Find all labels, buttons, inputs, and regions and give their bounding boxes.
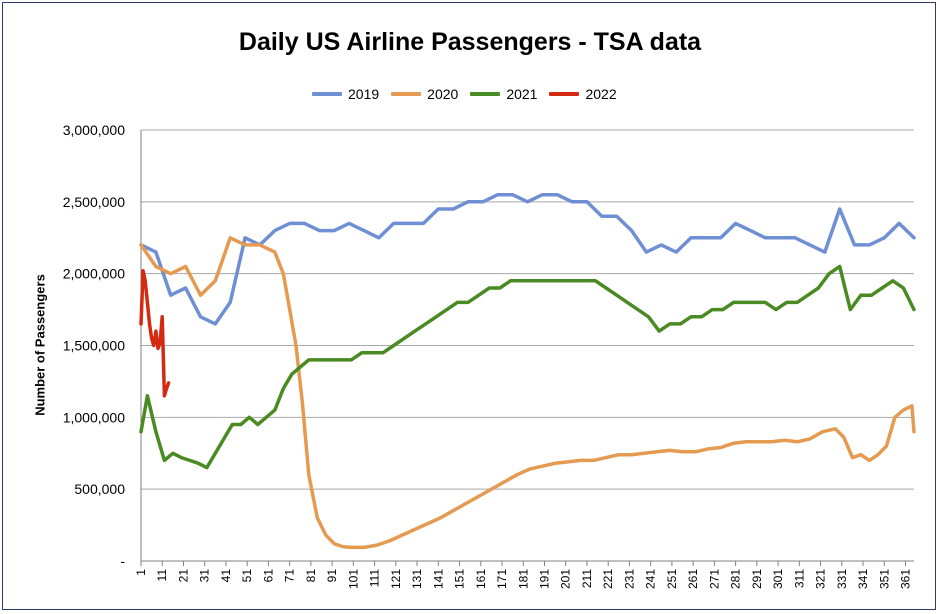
x-tick-label: 221 <box>601 569 615 589</box>
x-tick-label: 71 <box>283 569 297 583</box>
x-tick-label: 251 <box>665 569 679 589</box>
legend-label: 2020 <box>427 86 459 102</box>
y-tick-label: 3,000,000 <box>63 122 125 138</box>
y-tick-label: - <box>120 553 125 569</box>
x-tick-label: 211 <box>580 569 594 588</box>
series-line-2021 <box>139 264 916 470</box>
legend-swatch <box>549 92 580 96</box>
x-tick-label: 191 <box>537 569 551 589</box>
x-tick-label: 301 <box>771 569 785 589</box>
x-tick-label: 41 <box>219 569 233 583</box>
x-tick-label: 241 <box>644 569 658 589</box>
series-line-2020 <box>139 236 916 550</box>
x-tick-label: 321 <box>814 569 828 589</box>
legend-item-2019: 2019 <box>312 86 379 102</box>
x-tick-label: 331 <box>835 569 849 589</box>
legend-label: 2019 <box>348 86 380 102</box>
x-tick-label: 31 <box>198 569 212 583</box>
legend-label: 2021 <box>506 86 538 102</box>
x-tick-label: 271 <box>707 569 721 589</box>
y-tick-label: 1,000,000 <box>63 409 125 425</box>
x-tick-label: 151 <box>453 569 467 589</box>
x-tick-label: 101 <box>346 569 360 589</box>
x-tick-label: 341 <box>856 569 870 589</box>
legend-item-2021: 2021 <box>470 86 537 102</box>
x-tick-label: 121 <box>389 569 403 589</box>
x-tick-label: 311 <box>792 569 806 588</box>
x-tick-label: 111 <box>368 569 382 588</box>
legend: 2019 2020 2021 2022 <box>312 84 629 104</box>
x-tick-label: 261 <box>686 569 700 589</box>
legend-label: 2022 <box>585 86 617 102</box>
x-tick-label: 81 <box>304 569 318 583</box>
x-tick-label: 351 <box>877 569 891 589</box>
x-tick-label: 291 <box>750 569 764 589</box>
series-line-2022 <box>139 269 171 398</box>
x-tick-label: 201 <box>559 569 573 589</box>
x-tick-label: 91 <box>325 569 339 583</box>
x-tick-label: 51 <box>240 569 254 583</box>
x-tick-label: 281 <box>729 569 743 589</box>
x-tick-label: 61 <box>261 569 275 583</box>
x-tick-label: 231 <box>622 569 636 589</box>
x-tick-label: 171 <box>495 569 509 589</box>
y-tick-label: 2,000,000 <box>63 266 125 282</box>
x-tick-label: 361 <box>899 569 913 589</box>
chart-title: Daily US Airline Passengers - TSA data <box>238 28 702 56</box>
y-tick-label: 500,000 <box>74 481 125 497</box>
legend-item-2022: 2022 <box>549 86 617 102</box>
x-tick-label: 11 <box>155 569 169 582</box>
y-axis-title: Number of Passengers <box>32 274 48 416</box>
x-tick-label: 1 <box>134 569 148 576</box>
x-tick-label: 131 <box>410 569 424 589</box>
x-tick-label: 161 <box>474 569 488 589</box>
x-tick-label: 181 <box>516 569 530 589</box>
y-tick-label: 2,500,000 <box>63 194 125 210</box>
x-tick-label: 141 <box>431 569 445 589</box>
legend-swatch <box>312 92 342 96</box>
y-tick-label: 1,500,000 <box>63 338 125 354</box>
x-tick-label: 21 <box>176 569 190 583</box>
legend-swatch <box>391 92 422 96</box>
series-line-2019 <box>139 192 916 326</box>
legend-swatch <box>470 92 501 96</box>
legend-item-2020: 2020 <box>391 86 458 102</box>
